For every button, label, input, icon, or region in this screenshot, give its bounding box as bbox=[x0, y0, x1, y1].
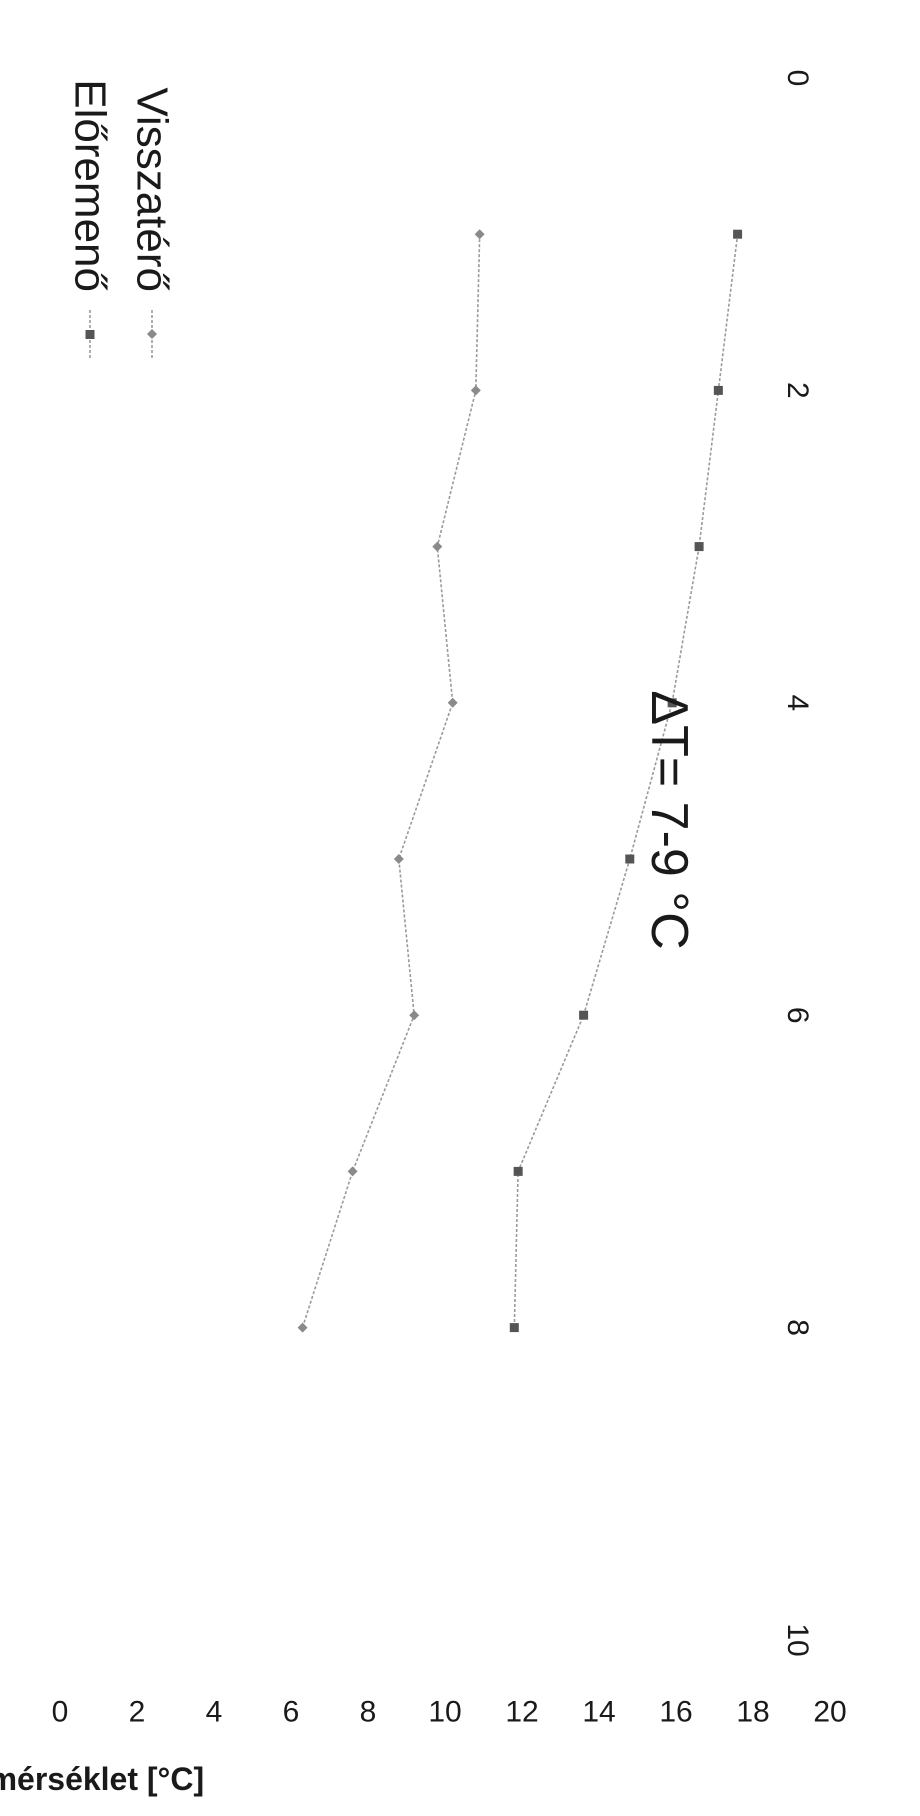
series-2-point bbox=[297, 1322, 308, 1333]
series-1-point bbox=[509, 1323, 519, 1333]
y-tick-label: 10 bbox=[428, 1696, 461, 1729]
series-1-point bbox=[733, 229, 743, 239]
y-axis-ticks: 0 2 4 6 8 10 12 14 16 18 20 bbox=[52, 1696, 847, 1729]
x-tick-label: 2 bbox=[781, 382, 814, 399]
x-tick-label: 6 bbox=[781, 1007, 814, 1024]
series-1-point bbox=[625, 854, 635, 864]
y-tick-label: 12 bbox=[505, 1696, 538, 1729]
series-2-point bbox=[470, 385, 481, 396]
delta-t-annotation: ΔT= 7-9 °C bbox=[640, 690, 698, 949]
series-2-point bbox=[409, 1010, 420, 1021]
series-line-1 bbox=[513, 234, 739, 1328]
y-tick-label: 14 bbox=[582, 1696, 615, 1729]
y-tick-label: 2 bbox=[129, 1696, 146, 1729]
x-axis-ticks: 0 2 4 6 8 10 bbox=[781, 70, 814, 1657]
y-tick-label: 6 bbox=[283, 1696, 300, 1729]
y-tick-label: 0 bbox=[52, 1696, 69, 1729]
series-1-point bbox=[579, 1010, 589, 1020]
series-1-point bbox=[667, 698, 677, 708]
y-tick-label: 8 bbox=[360, 1696, 377, 1729]
x-tick-label: 4 bbox=[781, 694, 814, 711]
legend-marker-1 bbox=[85, 330, 95, 339]
x-tick-label: 8 bbox=[781, 1319, 814, 1336]
x-tick-label: 10 bbox=[781, 1623, 814, 1656]
y-tick-label: 4 bbox=[206, 1696, 223, 1729]
y-tick-label: 16 bbox=[659, 1696, 692, 1729]
series-1-point bbox=[513, 1166, 523, 1176]
series-2-point bbox=[347, 1166, 358, 1177]
y-tick-label: 20 bbox=[813, 1696, 846, 1729]
y-tick-label: 18 bbox=[736, 1696, 769, 1729]
legend: Előremenő Visszatérő bbox=[66, 79, 177, 360]
series-layer bbox=[297, 229, 743, 1333]
series-2-point bbox=[393, 854, 404, 864]
series-2-point bbox=[432, 541, 443, 552]
series-1-point bbox=[694, 542, 704, 552]
series-1-point bbox=[713, 385, 723, 395]
legend-label-2: Visszatérő bbox=[128, 87, 177, 292]
series-2-point bbox=[474, 229, 485, 240]
series-2-point bbox=[447, 697, 458, 708]
x-tick-label: 0 bbox=[781, 70, 814, 87]
series-line-2 bbox=[301, 234, 481, 1328]
y-axis-title: Hőmérséklet [°C] bbox=[0, 1761, 204, 1797]
legend-label-1: Előremenő bbox=[66, 79, 115, 292]
legend-marker-2 bbox=[147, 329, 157, 339]
